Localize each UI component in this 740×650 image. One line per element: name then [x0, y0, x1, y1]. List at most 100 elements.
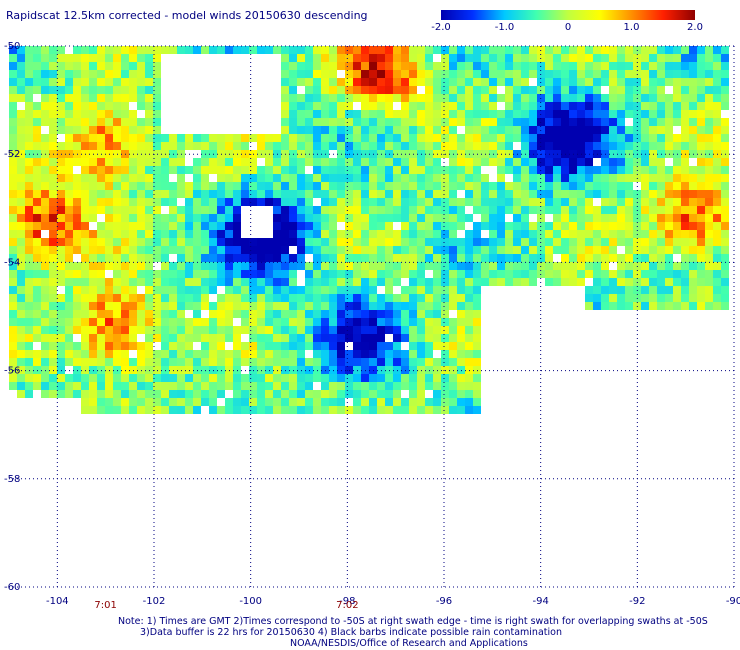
map-cell: [345, 142, 353, 150]
map-cell: [561, 78, 569, 86]
map-cell: [129, 86, 137, 94]
map-cell: [241, 166, 249, 174]
map-cell: [185, 318, 193, 326]
map-cell: [9, 182, 17, 190]
map-cell: [137, 390, 145, 398]
map-cell: [601, 174, 609, 182]
map-cell: [41, 358, 49, 366]
map-cell: [185, 254, 193, 262]
map-cell: [305, 222, 313, 230]
map-cell: [25, 382, 33, 390]
map-cell: [425, 86, 433, 94]
map-cell: [545, 254, 553, 262]
map-cell: [577, 166, 585, 174]
map-cell: [529, 246, 537, 254]
map-cell: [569, 118, 577, 126]
map-cell: [345, 278, 353, 286]
map-cell: [377, 350, 385, 358]
map-cell: [369, 406, 377, 414]
map-cell: [73, 358, 81, 366]
map-cell: [489, 126, 497, 134]
map-cell: [449, 262, 457, 270]
map-cell: [529, 174, 537, 182]
map-cell: [89, 230, 97, 238]
map-cell: [145, 406, 153, 414]
map-cell: [665, 54, 673, 62]
map-cell: [681, 46, 689, 54]
map-cell: [553, 214, 561, 222]
map-cell: [401, 366, 409, 374]
map-cell: [289, 142, 297, 150]
map-cell: [297, 254, 305, 262]
map-cell: [377, 406, 385, 414]
map-cell: [385, 126, 393, 134]
map-cell: [361, 366, 369, 374]
map-cell: [193, 254, 201, 262]
map-cell: [129, 382, 137, 390]
map-cell: [337, 78, 345, 86]
map-cell: [353, 70, 361, 78]
map-cell: [577, 134, 585, 142]
map-cell: [377, 278, 385, 286]
y-tick-label: -50: [4, 41, 20, 52]
map-cell: [313, 206, 321, 214]
map-cell: [369, 142, 377, 150]
map-cell: [673, 46, 681, 54]
map-cell: [297, 70, 305, 78]
map-cell: [649, 102, 657, 110]
map-cell: [169, 222, 177, 230]
map-cell: [49, 230, 57, 238]
map-cell: [713, 190, 721, 198]
map-cell: [257, 406, 265, 414]
map-cell: [257, 334, 265, 342]
map-cell: [505, 134, 513, 142]
map-cell: [393, 358, 401, 366]
map-cell: [465, 86, 473, 94]
map-cell: [345, 94, 353, 102]
map-cell: [9, 294, 17, 302]
map-cell: [433, 278, 441, 286]
map-cell: [433, 334, 441, 342]
map-cell: [177, 134, 185, 142]
map-cell: [345, 198, 353, 206]
map-cell: [601, 102, 609, 110]
map-cell: [81, 286, 89, 294]
map-cell: [265, 182, 273, 190]
map-cell: [97, 294, 105, 302]
map-cell: [617, 46, 625, 54]
map-cell: [177, 246, 185, 254]
map-cell: [129, 134, 137, 142]
map-cell: [33, 278, 41, 286]
map-cell: [169, 230, 177, 238]
map-cell: [689, 206, 697, 214]
map-cell: [593, 214, 601, 222]
map-cell: [281, 158, 289, 166]
map-cell: [481, 78, 489, 86]
map-cell: [601, 246, 609, 254]
map-cell: [209, 342, 217, 350]
map-cell: [297, 294, 305, 302]
map-cell: [81, 270, 89, 278]
map-cell: [297, 246, 305, 254]
map-cell: [569, 182, 577, 190]
map-cell: [177, 310, 185, 318]
map-cell: [449, 166, 457, 174]
map-cell: [401, 286, 409, 294]
map-cell: [625, 182, 633, 190]
map-cell: [97, 358, 105, 366]
map-cell: [73, 126, 81, 134]
map-cell: [569, 46, 577, 54]
map-cell: [361, 326, 369, 334]
map-cell: [25, 390, 33, 398]
map-cell: [49, 126, 57, 134]
map-cell: [25, 294, 33, 302]
map-cell: [417, 342, 425, 350]
map-cell: [257, 342, 265, 350]
map-cell: [393, 302, 401, 310]
map-cell: [345, 318, 353, 326]
map-cell: [489, 158, 497, 166]
map-cell: [625, 158, 633, 166]
map-cell: [169, 46, 177, 54]
map-cell: [361, 318, 369, 326]
map-cell: [257, 238, 265, 246]
